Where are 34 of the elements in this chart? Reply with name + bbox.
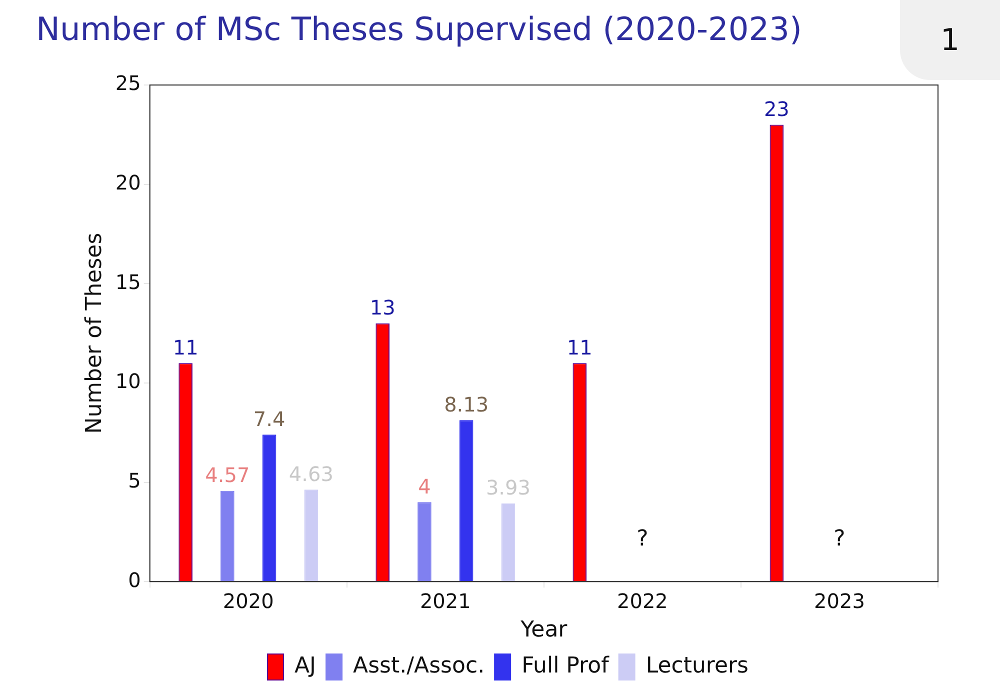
x-tick-label: 2023 xyxy=(814,588,865,613)
bar xyxy=(501,504,516,582)
data-label: 7.4 xyxy=(253,406,286,431)
text: 1 xyxy=(900,0,1000,80)
bar xyxy=(418,502,432,582)
y-tick-label: 25 xyxy=(115,71,141,96)
bar xyxy=(304,490,318,582)
chart-title: Number of MSc Theses Supervised (2020-2023) xyxy=(36,10,802,48)
x-tick-label: 2020 xyxy=(222,588,274,613)
data-label: 23 xyxy=(764,96,790,121)
data-label: 13 xyxy=(370,296,396,320)
y-tick-label: 20 xyxy=(115,170,141,195)
legend-label: Asst./Assoc. xyxy=(353,654,485,679)
data-label: 11 xyxy=(566,335,592,360)
x-tick-label: 2021 xyxy=(420,588,471,613)
bar xyxy=(459,420,474,582)
data-label: 8.13 xyxy=(444,392,489,416)
data-label: 4.57 xyxy=(205,463,250,488)
x-axis-title: Year xyxy=(520,618,568,643)
annotation: ? xyxy=(834,526,846,552)
y-axis-title: Number of Theses xyxy=(82,232,107,434)
data-label: 4 xyxy=(418,474,431,498)
bar xyxy=(262,434,276,582)
legend-label: Full Prof xyxy=(522,654,610,679)
x-tick-label: 2022 xyxy=(616,588,668,613)
annotation: ? xyxy=(636,526,648,552)
legend-label: Lecturers xyxy=(646,654,749,679)
y-tick-label: 5 xyxy=(128,468,141,492)
bar xyxy=(220,490,234,582)
y-tick-label: 0 xyxy=(128,568,141,592)
legend-label: AJ xyxy=(294,654,316,679)
data-label: 11 xyxy=(172,335,198,360)
y-tick-label: 15 xyxy=(115,270,141,294)
y-tick-label: 10 xyxy=(115,369,141,394)
